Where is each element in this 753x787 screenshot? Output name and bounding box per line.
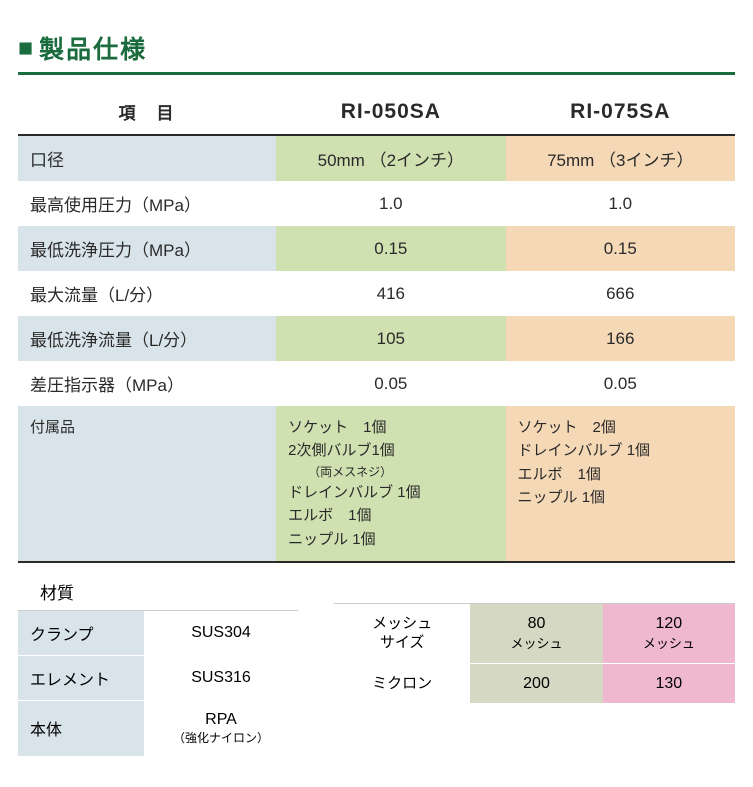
mesh-80: 80 メッシュ	[470, 603, 602, 663]
acc-a-3: ドレインバルブ 1個	[288, 484, 421, 501]
spec-table: 項 目 RI-050SA RI-075SA 口径 50mm （2インチ） 75m…	[18, 89, 735, 563]
bottom-section: 材質 クランプ SUS304 エレメント SUS316 本体 RPA （強化ナイ…	[18, 573, 735, 757]
row-value-a: 105	[276, 316, 505, 361]
row-label: 最低洗浄流量（L/分）	[18, 316, 276, 361]
row-value-a: 50mm （2インチ）	[276, 135, 505, 181]
acc-b-2: ドレインバルブ 1個	[518, 442, 651, 459]
mat-label: クランプ	[18, 610, 144, 655]
mat-label: エレメント	[18, 655, 144, 700]
micron-b: 130	[603, 663, 735, 704]
row-label: 最大流量（L/分）	[18, 271, 276, 316]
accessories-row: 付属品 ソケット 1個 2次側バルブ1個 （両メスネジ） ドレインバルブ 1個 …	[18, 406, 735, 562]
mat-value: RPA （強化ナイロン）	[144, 700, 298, 756]
material-table: クランプ SUS304 エレメント SUS316 本体 RPA （強化ナイロン）	[18, 610, 298, 757]
mat-label: 本体	[18, 700, 144, 756]
table-row: 本体 RPA （強化ナイロン）	[18, 700, 298, 756]
mesh-size-label: メッシュ サイズ	[334, 603, 470, 663]
mesh-size-l2: サイズ	[380, 634, 425, 651]
material-title: 材質	[18, 573, 298, 610]
acc-a-5: ニップル 1個	[288, 531, 376, 548]
accessories-a: ソケット 1個 2次側バルブ1個 （両メスネジ） ドレインバルブ 1個 エルボ …	[276, 406, 505, 562]
row-label: 最高使用圧力（MPa）	[18, 181, 276, 226]
section-title: ■ 製品仕様	[18, 30, 735, 75]
acc-b-1: ソケット 2個	[518, 419, 616, 436]
row-label: 差圧指示器（MPa）	[18, 361, 276, 406]
mesh-120-val: 120	[655, 615, 682, 632]
row-value-b: 666	[506, 271, 735, 316]
row-value-a: 0.15	[276, 226, 505, 271]
mesh-80-val: 80	[528, 615, 546, 632]
row-value-b: 75mm （3インチ）	[506, 135, 735, 181]
table-row: 最低洗浄流量（L/分） 105 166	[18, 316, 735, 361]
accessories-label: 付属品	[18, 406, 276, 562]
header-row: 項 目 RI-050SA RI-075SA	[18, 89, 735, 135]
table-row: ミクロン 200 130	[334, 663, 735, 704]
micron-label: ミクロン	[334, 663, 470, 704]
mat-body-note: （強化ナイロン）	[150, 729, 292, 746]
row-value-b: 0.05	[506, 361, 735, 406]
row-label: 口径	[18, 135, 276, 181]
table-row: メッシュ サイズ 80 メッシュ 120 メッシュ	[334, 603, 735, 663]
row-value-b: 0.15	[506, 226, 735, 271]
mat-body-value: RPA	[205, 711, 237, 728]
table-row: エレメント SUS316	[18, 655, 298, 700]
mesh-80-unit: メッシュ	[476, 633, 596, 652]
acc-a-1: ソケット 1個	[288, 419, 386, 436]
mat-value: SUS316	[144, 655, 298, 700]
row-value-b: 166	[506, 316, 735, 361]
mesh-section: メッシュ サイズ 80 メッシュ 120 メッシュ ミクロン 200 130	[334, 573, 735, 757]
square-icon: ■	[18, 36, 33, 61]
section-title-text: 製品仕様	[39, 30, 147, 66]
header-model-a: RI-050SA	[276, 89, 505, 135]
table-row: 最低洗浄圧力（MPa） 0.15 0.15	[18, 226, 735, 271]
material-section: 材質 クランプ SUS304 エレメント SUS316 本体 RPA （強化ナイ…	[18, 573, 298, 757]
row-value-b: 1.0	[506, 181, 735, 226]
acc-a-4: エルボ 1個	[288, 507, 371, 524]
row-value-a: 0.05	[276, 361, 505, 406]
table-row: 差圧指示器（MPa） 0.05 0.05	[18, 361, 735, 406]
table-row: 最大流量（L/分） 416 666	[18, 271, 735, 316]
row-value-a: 1.0	[276, 181, 505, 226]
mesh-120: 120 メッシュ	[603, 603, 735, 663]
row-value-a: 416	[276, 271, 505, 316]
micron-a: 200	[470, 663, 602, 704]
mesh-table: メッシュ サイズ 80 メッシュ 120 メッシュ ミクロン 200 130	[334, 603, 735, 705]
table-row: 最高使用圧力（MPa） 1.0 1.0	[18, 181, 735, 226]
acc-b-4: ニップル 1個	[518, 489, 606, 506]
mat-value: SUS304	[144, 610, 298, 655]
table-row: クランプ SUS304	[18, 610, 298, 655]
accessories-b: ソケット 2個 ドレインバルブ 1個 エルボ 1個 ニップル 1個	[506, 406, 735, 562]
header-item: 項 目	[18, 89, 276, 135]
acc-a-2-note: （両メスネジ）	[288, 463, 495, 482]
acc-b-3: エルボ 1個	[518, 466, 601, 483]
acc-a-2: 2次側バルブ1個	[288, 442, 395, 459]
mesh-120-unit: メッシュ	[609, 633, 729, 652]
table-row: 口径 50mm （2インチ） 75mm （3インチ）	[18, 135, 735, 181]
row-label: 最低洗浄圧力（MPa）	[18, 226, 276, 271]
mesh-size-l1: メッシュ	[372, 615, 432, 632]
header-model-b: RI-075SA	[506, 89, 735, 135]
